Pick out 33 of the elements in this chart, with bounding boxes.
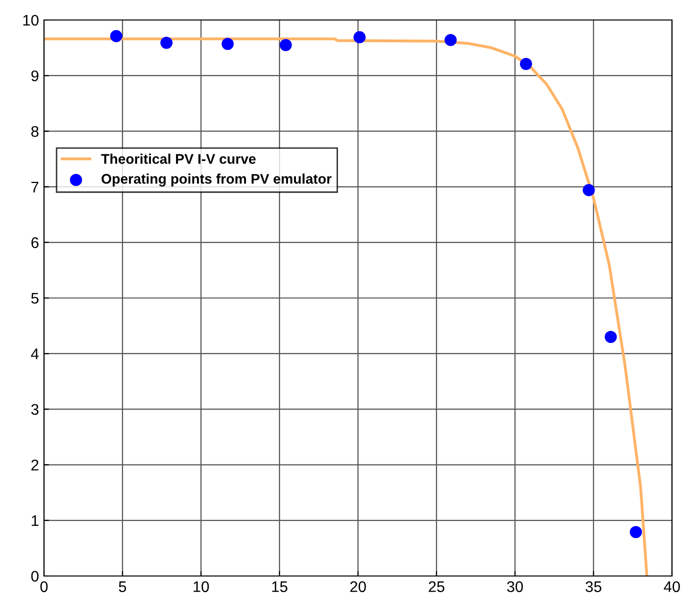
point [520, 58, 532, 70]
x-tick-label: 0 [40, 581, 48, 592]
point [444, 34, 457, 46]
y-tick-label: 9 [31, 70, 38, 82]
point [582, 184, 595, 196]
point [280, 38, 292, 52]
x-tick-label: 35 [586, 581, 602, 592]
y-tick-label: 1 [32, 515, 38, 526]
y-tick-label: 4 [30, 348, 39, 360]
y-tick-label: 2 [31, 460, 38, 470]
point [160, 36, 173, 49]
line-series [44, 38, 648, 576]
point [630, 526, 642, 538]
y-tick-label: 8 [31, 126, 38, 137]
x-tick-label: 40 [664, 581, 680, 592]
y-tick-label: 10 [23, 14, 39, 26]
point [353, 31, 366, 44]
point [222, 38, 234, 50]
point [604, 330, 617, 343]
x-tick-label: 10 [194, 581, 209, 592]
x-tick-label: 20 [350, 581, 366, 592]
y-tick-label: 7 [31, 182, 38, 192]
y-tick-label: 0 [31, 570, 39, 582]
y-tick-label: 6 [31, 237, 38, 248]
legend-label: Theoritical PV I-V curve [101, 154, 256, 164]
x-tick-label: 30 [507, 581, 523, 592]
x-tick-label: 15 [272, 581, 288, 592]
point [110, 30, 122, 42]
x-tick-label: 5 [118, 581, 126, 592]
y-tick-label: 3 [31, 404, 38, 415]
x-tick-label: 25 [428, 581, 444, 592]
y-tick-label: 5 [31, 293, 38, 304]
legend-label: Operating points from PV emulator [102, 174, 332, 187]
